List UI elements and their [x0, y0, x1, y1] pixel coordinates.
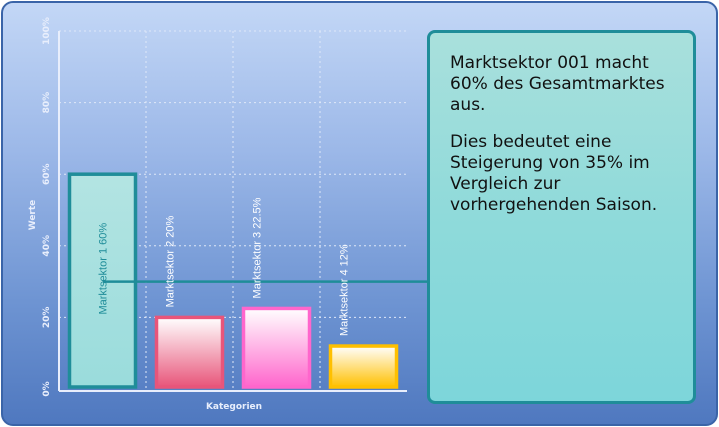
bar-2: [154, 315, 225, 389]
callout-text-2: Dies bedeutet eine Steigerung von 35% im…: [450, 132, 658, 215]
bars: Marktsektor 1 60% Marktsektor 2 20% Markts…: [67, 172, 428, 389]
data-label: Marktsektor 4 12%: [339, 244, 351, 336]
data-label: Marktsektor 3 22.5%: [252, 197, 264, 298]
axes: 0% 20% 40% 60% 80% 100%: [42, 17, 407, 397]
bar-4: [328, 344, 399, 389]
y-axis-title: Werte: [28, 200, 38, 231]
data-label: Marktsektor 1 60%: [98, 223, 110, 315]
data-label: Marktsektor 2 20%: [165, 215, 177, 307]
y-tick-label: 80%: [42, 92, 52, 114]
callout-text-1: Marktsektor 001 macht 60% des Gesamtmark…: [450, 53, 665, 115]
y-tick-label: 100%: [42, 17, 52, 45]
callout-box: Marktsektor 001 macht 60% des Gesamtmark…: [427, 30, 696, 404]
y-tick-label: 0%: [42, 381, 52, 396]
y-tick-label: 40%: [42, 235, 52, 257]
bar-chart: Marktsektor 1 60% Marktsektor 2 20% Markts…: [28, 17, 428, 412]
bar-3: [241, 306, 312, 389]
y-tick-label: 60%: [42, 163, 52, 185]
x-axis-title: Kategorien: [206, 402, 262, 412]
y-tick-label: 20%: [42, 307, 52, 329]
grid-lines: [59, 30, 407, 389]
